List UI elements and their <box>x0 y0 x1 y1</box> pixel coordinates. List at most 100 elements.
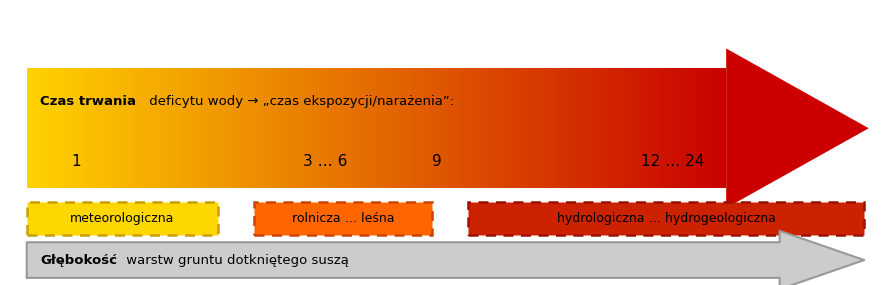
Bar <box>567 68 568 188</box>
Bar <box>412 68 413 188</box>
Text: warstw gruntu dotkniętego suszą: warstw gruntu dotkniętego suszą <box>122 254 349 266</box>
Bar <box>354 68 356 188</box>
Bar <box>29 68 30 188</box>
Bar <box>681 68 683 188</box>
Bar <box>388 68 390 188</box>
Bar <box>94 68 95 188</box>
Bar <box>570 68 572 188</box>
Bar <box>45 68 46 188</box>
Bar <box>577 68 579 188</box>
Bar <box>326 68 328 188</box>
Bar <box>34 68 36 188</box>
Bar <box>495 68 497 188</box>
Bar <box>370 68 372 188</box>
Bar <box>703 68 705 188</box>
Bar <box>483 68 485 188</box>
Bar <box>461 68 462 188</box>
Bar <box>192 68 194 188</box>
Bar <box>474 68 476 188</box>
Bar <box>472 68 474 188</box>
Bar <box>243 68 245 188</box>
Bar <box>314 68 315 188</box>
Bar <box>672 68 674 188</box>
Bar <box>476 68 478 188</box>
Bar <box>252 68 254 188</box>
Bar <box>528 68 530 188</box>
Bar <box>210 68 212 188</box>
Bar <box>172 68 174 188</box>
Bar <box>76 68 78 188</box>
Bar <box>519 68 521 188</box>
Bar <box>550 68 552 188</box>
Bar <box>553 68 555 188</box>
Bar <box>579 68 581 188</box>
Bar <box>675 68 677 188</box>
Bar <box>454 68 455 188</box>
Bar <box>712 68 714 188</box>
Bar <box>523 68 525 188</box>
Bar <box>167 68 168 188</box>
Bar <box>521 68 523 188</box>
Bar <box>307 68 308 188</box>
Bar <box>230 68 232 188</box>
Bar <box>648 68 650 188</box>
Bar <box>54 68 56 188</box>
Bar <box>156 68 158 188</box>
Bar <box>282 68 283 188</box>
Bar <box>511 68 513 188</box>
Bar <box>423 68 425 188</box>
Bar <box>43 68 45 188</box>
Bar <box>609 68 610 188</box>
Bar <box>373 68 375 188</box>
Bar <box>194 68 196 188</box>
Polygon shape <box>726 48 869 208</box>
Bar <box>646 68 648 188</box>
Bar <box>486 68 488 188</box>
Bar <box>583 68 584 188</box>
Bar <box>565 68 567 188</box>
Text: meteorologiczna: meteorologiczna <box>70 212 175 225</box>
Bar <box>261 68 263 188</box>
Bar <box>651 68 653 188</box>
Bar <box>36 68 37 188</box>
Bar <box>557 68 559 188</box>
Bar <box>608 68 609 188</box>
Bar <box>699 68 700 188</box>
Bar <box>429 68 430 188</box>
Text: 12 … 24: 12 … 24 <box>641 154 705 169</box>
Bar <box>606 68 608 188</box>
Bar <box>510 68 511 188</box>
Bar <box>345 68 347 188</box>
Bar <box>205 68 207 188</box>
Bar <box>518 68 519 188</box>
Bar <box>184 68 186 188</box>
Bar <box>250 68 252 188</box>
Bar <box>427 68 429 188</box>
Bar <box>61 68 63 188</box>
Bar <box>265 68 266 188</box>
Bar <box>158 68 159 188</box>
Bar <box>717 68 719 188</box>
Text: 1: 1 <box>71 154 80 169</box>
Bar <box>53 68 54 188</box>
Bar <box>504 68 506 188</box>
Bar <box>364 68 366 188</box>
Bar <box>67 68 69 188</box>
Bar <box>661 68 663 188</box>
Bar <box>299 68 301 188</box>
Bar <box>625 68 626 188</box>
Bar <box>432 68 434 188</box>
Bar <box>305 68 307 188</box>
Bar <box>375 68 377 188</box>
Bar <box>470 68 472 188</box>
Bar <box>410 68 412 188</box>
Bar <box>254 68 256 188</box>
Bar <box>690 68 691 188</box>
Bar <box>590 68 592 188</box>
Bar <box>339 68 341 188</box>
Bar <box>357 68 359 188</box>
Bar <box>515 68 517 188</box>
Bar <box>188 68 190 188</box>
Bar <box>462 68 464 188</box>
Text: deficytu wody → „czas ekspozycji/narażenia”:: deficytu wody → „czas ekspozycji/narażen… <box>145 95 454 108</box>
